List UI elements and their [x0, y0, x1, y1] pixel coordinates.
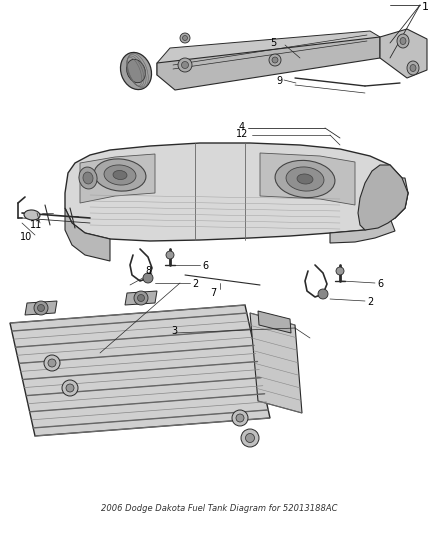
Ellipse shape	[183, 36, 187, 41]
Ellipse shape	[410, 64, 416, 71]
Text: 6: 6	[202, 261, 208, 271]
Polygon shape	[157, 37, 380, 90]
Text: 3: 3	[171, 326, 177, 336]
Text: 6: 6	[377, 279, 383, 289]
Text: 4: 4	[239, 122, 245, 132]
Ellipse shape	[166, 251, 174, 259]
Ellipse shape	[178, 58, 192, 72]
Ellipse shape	[232, 410, 248, 426]
Polygon shape	[250, 313, 302, 413]
Ellipse shape	[143, 273, 153, 283]
Polygon shape	[260, 153, 355, 205]
Polygon shape	[330, 178, 408, 243]
Ellipse shape	[48, 359, 56, 367]
Ellipse shape	[120, 52, 152, 90]
Ellipse shape	[181, 61, 188, 69]
Polygon shape	[358, 165, 408, 230]
Polygon shape	[65, 208, 110, 261]
Ellipse shape	[180, 33, 190, 43]
Ellipse shape	[79, 167, 97, 189]
Polygon shape	[125, 291, 157, 305]
Ellipse shape	[269, 54, 281, 66]
Ellipse shape	[113, 171, 127, 180]
Ellipse shape	[127, 59, 145, 83]
Ellipse shape	[34, 301, 48, 315]
Ellipse shape	[138, 295, 145, 302]
Text: 1: 1	[422, 2, 429, 12]
Text: 9: 9	[276, 76, 282, 86]
Ellipse shape	[318, 289, 328, 299]
Text: 12: 12	[236, 129, 248, 139]
Ellipse shape	[134, 291, 148, 305]
Polygon shape	[25, 301, 57, 315]
Ellipse shape	[236, 414, 244, 422]
Ellipse shape	[66, 384, 74, 392]
Ellipse shape	[286, 167, 324, 191]
Ellipse shape	[400, 37, 406, 44]
Text: 2: 2	[367, 297, 373, 307]
Ellipse shape	[297, 174, 313, 184]
Polygon shape	[380, 29, 427, 78]
Ellipse shape	[407, 61, 419, 75]
Ellipse shape	[83, 172, 93, 184]
Text: 2: 2	[192, 279, 198, 289]
Ellipse shape	[336, 267, 344, 275]
Ellipse shape	[246, 433, 254, 442]
Ellipse shape	[94, 159, 146, 191]
Text: 8: 8	[145, 266, 151, 276]
Polygon shape	[157, 31, 380, 75]
Ellipse shape	[24, 210, 40, 220]
Ellipse shape	[241, 429, 259, 447]
Text: 11: 11	[30, 220, 42, 230]
Ellipse shape	[38, 304, 45, 311]
Ellipse shape	[44, 355, 60, 371]
Text: 10: 10	[20, 232, 32, 242]
Ellipse shape	[397, 34, 409, 48]
Polygon shape	[65, 143, 408, 241]
Polygon shape	[80, 154, 155, 203]
Ellipse shape	[275, 160, 335, 198]
Polygon shape	[258, 311, 291, 333]
Text: 2006 Dodge Dakota Fuel Tank Diagram for 52013188AC: 2006 Dodge Dakota Fuel Tank Diagram for …	[101, 504, 337, 513]
Text: 7: 7	[210, 288, 216, 298]
Ellipse shape	[104, 165, 136, 185]
Ellipse shape	[272, 57, 278, 63]
Ellipse shape	[62, 380, 78, 396]
Polygon shape	[10, 305, 270, 436]
Text: 5: 5	[270, 38, 276, 48]
